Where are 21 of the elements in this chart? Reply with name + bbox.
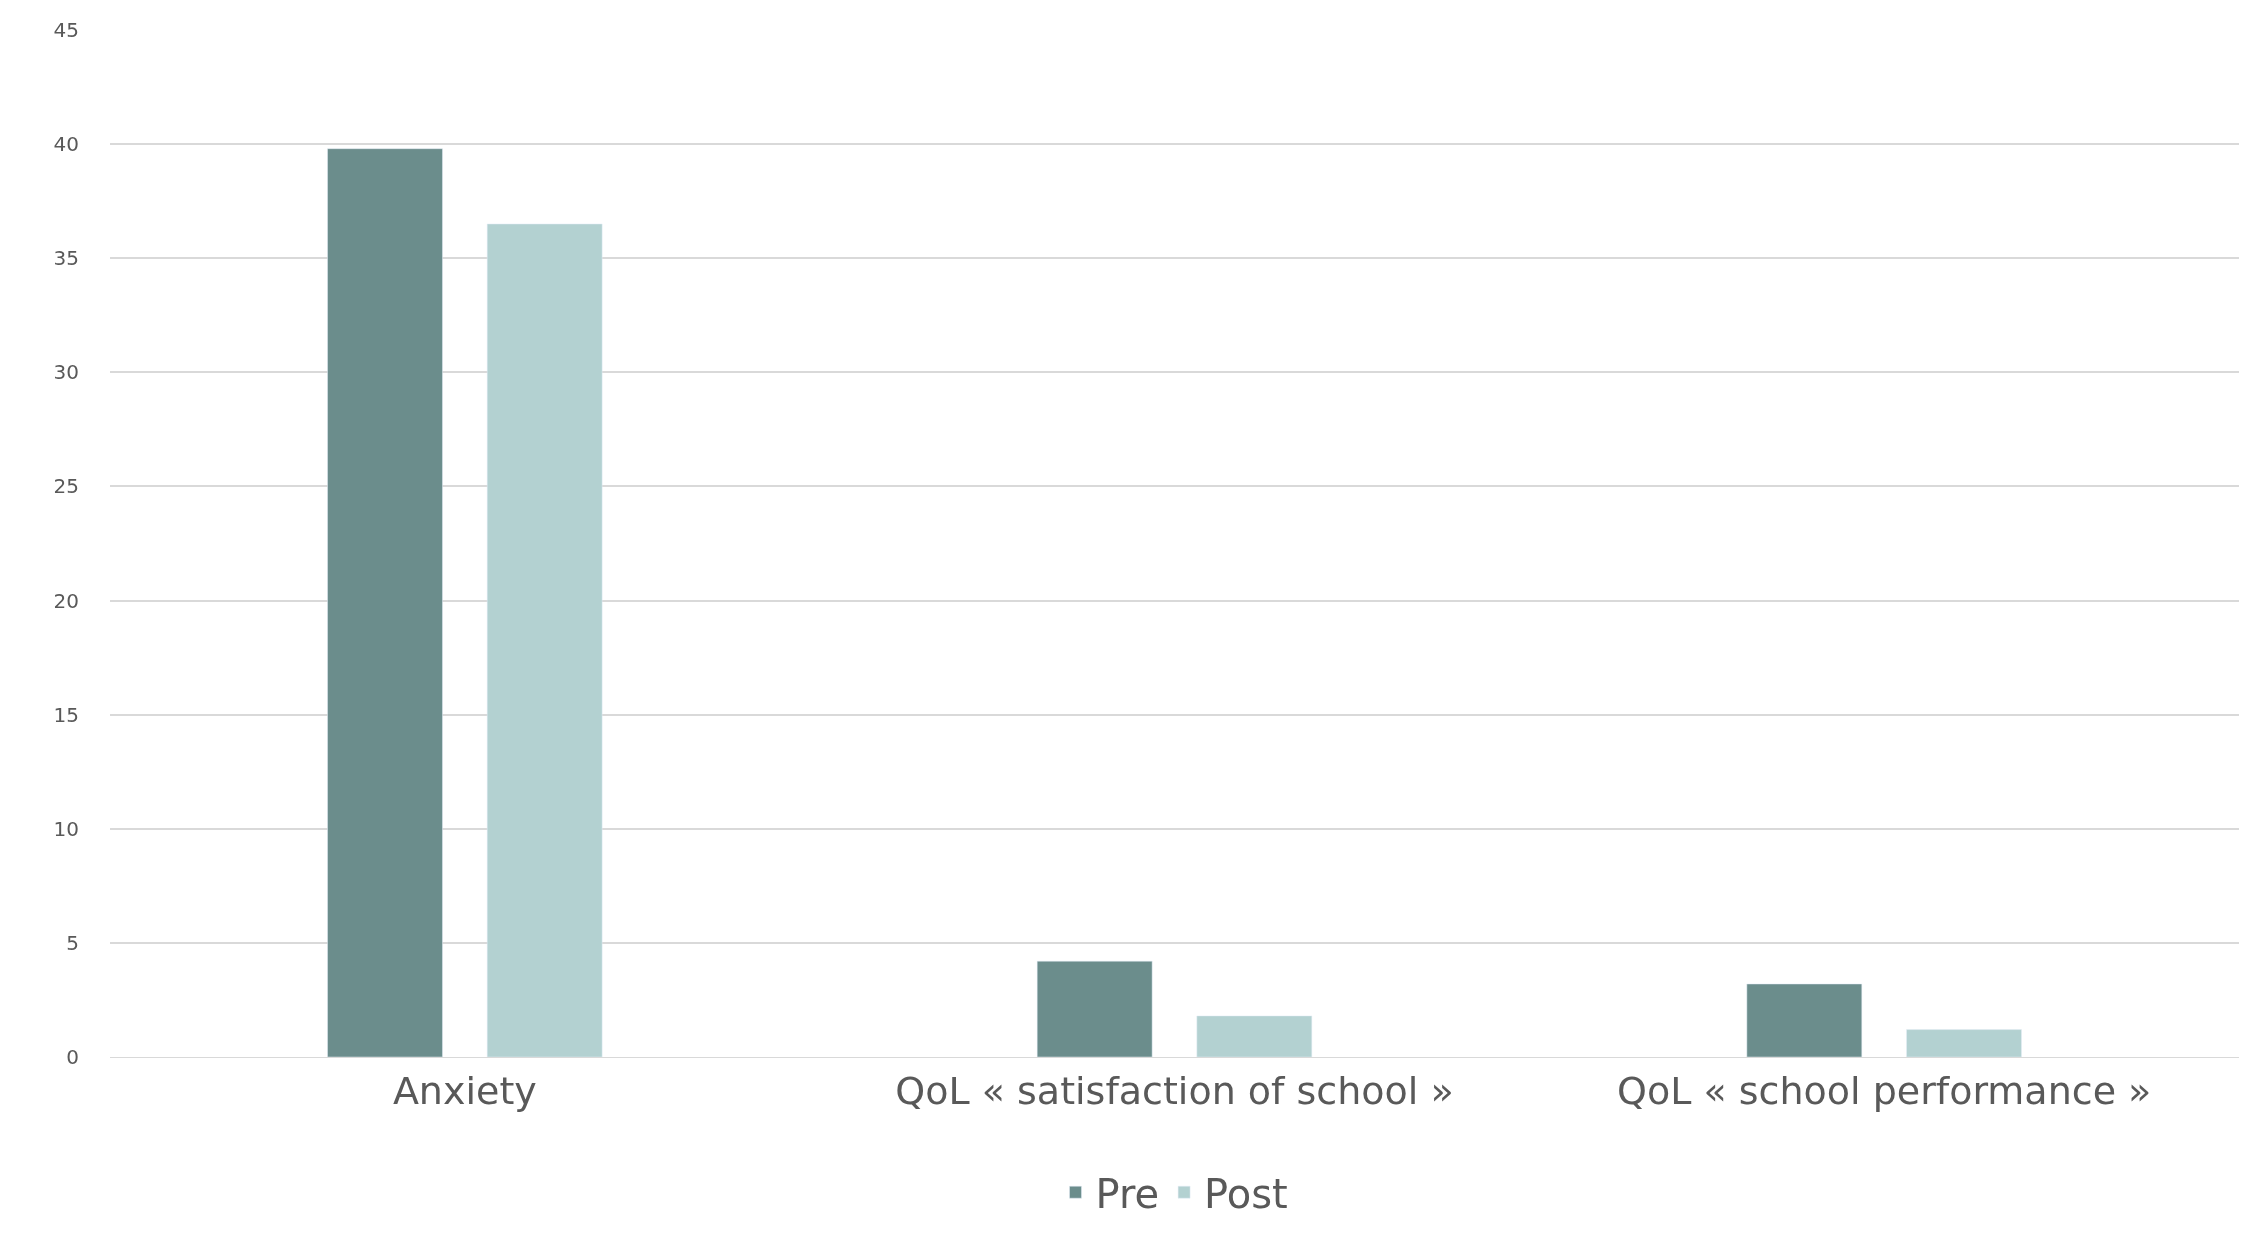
legend-label: Post	[1204, 1170, 1288, 1217]
y-tick-label: 0	[66, 1045, 79, 1069]
x-tick-label: QoL « satisfaction of school »	[895, 1068, 1454, 1113]
y-tick-label: 5	[66, 930, 79, 955]
y-tick-label: 15	[53, 702, 79, 727]
bar	[1906, 1029, 2022, 1057]
y-tick-label: 35	[53, 246, 79, 271]
legend-label: Pre	[1095, 1170, 1160, 1217]
x-tick-label: QoL « school performance »	[1617, 1068, 2152, 1113]
y-tick-label: 45	[53, 18, 79, 42]
bar	[327, 148, 443, 1057]
bar	[486, 223, 603, 1057]
y-tick-label: 10	[53, 816, 79, 841]
y-tick-label: 25	[53, 474, 79, 499]
bar	[1746, 983, 1863, 1057]
bar	[1196, 1015, 1313, 1057]
y-tick-label: 20	[53, 588, 79, 613]
y-tick-label: 40	[53, 132, 79, 157]
x-tick-label: Anxiety	[392, 1068, 537, 1113]
bar	[1036, 960, 1153, 1057]
y-tick-label: 30	[53, 360, 79, 385]
